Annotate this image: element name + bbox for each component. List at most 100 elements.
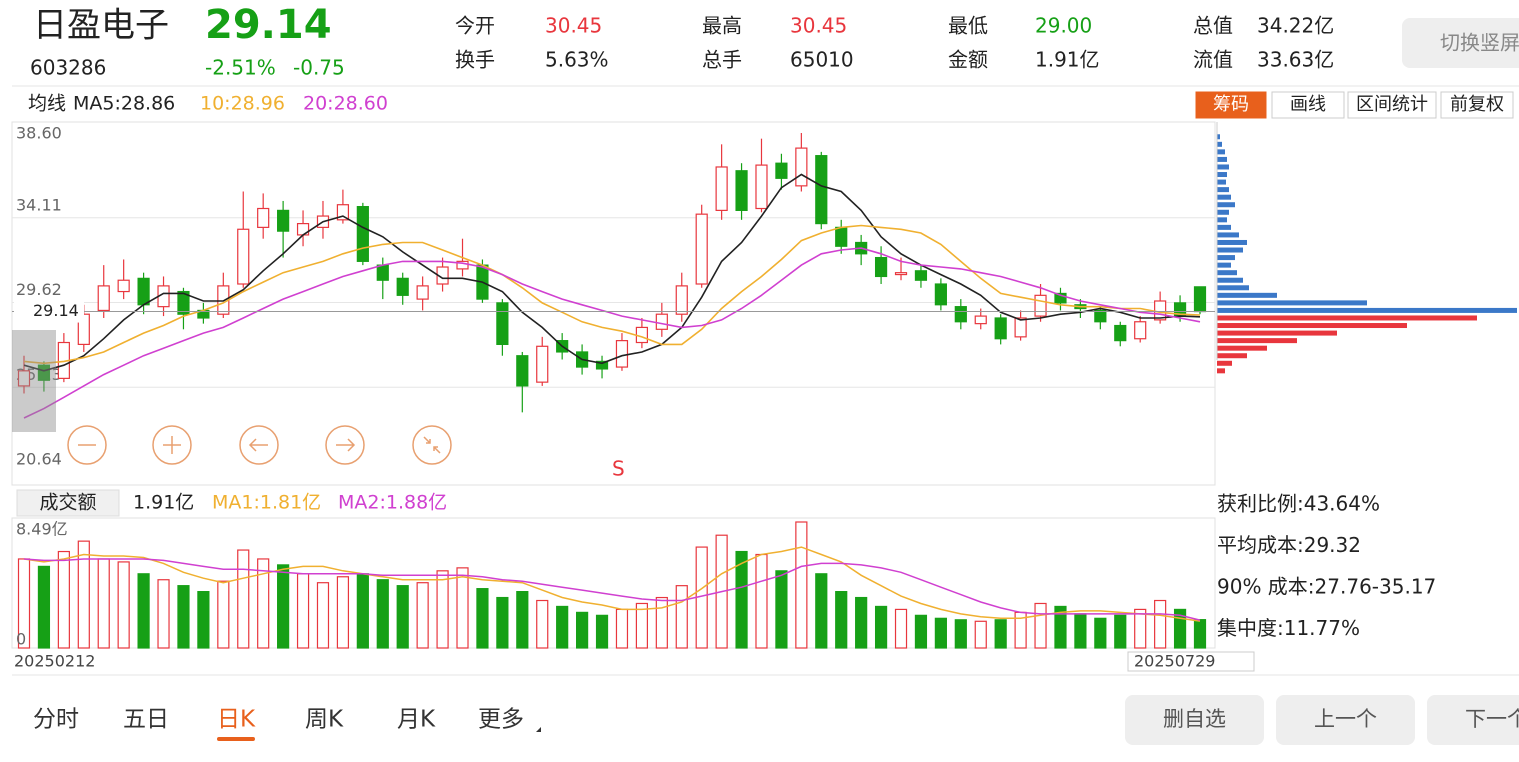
zoom-out[interactable] [67,425,107,465]
period-tab[interactable]: 日K [217,707,256,742]
tab-label: 分时 [33,707,79,733]
last-price-box [14,300,84,323]
toolbar-button[interactable]: 画线 [1271,91,1345,119]
candle-body [934,283,947,306]
chip-bar [1217,172,1227,178]
period-tab[interactable]: 月K [397,707,436,733]
y-tick-label: 8.49亿 [16,520,68,539]
action-button[interactable]: 删自选 [1125,695,1264,745]
y-tick-label: 34.11 [16,195,62,214]
chip-bar [1217,330,1337,336]
candle-body [874,256,888,278]
candle-body [17,370,31,387]
chip-bar [1217,141,1222,147]
chip-bar [1217,270,1237,276]
volume-bar [755,553,768,649]
tab-label: 月K [397,707,436,733]
change-percent: -2.51% [205,56,276,80]
candle-body [894,272,908,276]
volume-bar [137,573,150,649]
candle-body [257,207,270,228]
period-tab[interactable]: 周K [305,707,344,733]
toolbar-button[interactable]: 前复权 [1440,91,1514,119]
candle-body [37,364,51,381]
field-value: 5.63% [545,48,609,72]
period-tab[interactable]: 分时 [33,707,79,733]
volume-bar [77,540,90,649]
candle-body [595,360,609,370]
field-value: 29.00 [1035,14,1092,38]
volume-bar [1054,605,1067,649]
volume-bar [914,614,928,649]
y-tick-label: 0 [16,630,26,649]
volume-bar [556,605,569,649]
candle-body [1154,300,1167,321]
volume-bar [655,596,668,649]
candle-body [675,285,688,315]
volume-bar [17,558,31,649]
stock-price: 29.14 [205,2,332,48]
candle-body [117,279,130,293]
volume-bar [815,573,828,649]
stock-name: 日盈电子 [33,6,169,46]
button-label: 切换竖屏 [1440,31,1519,55]
candle-body [456,260,469,270]
volume-bar [894,608,908,649]
button-bg [1276,695,1415,745]
toolbar-button[interactable]: 区间统计 [1347,91,1437,119]
tab-label: 五日 [123,707,169,733]
button-label: 画线 [1290,94,1326,115]
volume-bar [1114,614,1127,649]
volume-frame [11,517,1216,649]
ma-line [23,224,1201,365]
candle-body [715,166,728,211]
field-label: 最高 [702,14,742,38]
switch-button[interactable]: 切换竖屏 [1402,18,1519,68]
period-tab[interactable]: 更多 [478,707,524,733]
collapse[interactable] [412,425,452,465]
y-tick-label: 20.64 [16,450,62,469]
action-button[interactable]: 上一个 [1276,695,1415,745]
volume-bar [516,591,529,649]
chip-bar [1217,187,1229,193]
period-tab[interactable]: 五日 [123,707,169,733]
tab-label: 更多 [478,707,524,733]
volume-bar [615,608,629,649]
volume-bar [855,596,868,649]
chip-bar [1217,217,1227,223]
candle-body [396,277,409,296]
field-value: 1.91亿 [1035,48,1100,72]
action-button[interactable]: 下一个 [1427,695,1519,745]
volume-bar [177,585,190,649]
move-right[interactable] [325,425,365,465]
legend-entry: MA2:1.88亿 [338,492,447,514]
volume-bar [775,570,788,649]
field-label: 换手 [455,48,495,72]
field-value: 33.63亿 [1257,48,1334,72]
candle-body [137,277,150,306]
toolbar-button[interactable]: 筹码 [1195,91,1267,119]
volume-bar [436,570,449,649]
last-price-label: 29.14 [33,301,79,320]
candle-body [655,313,668,330]
more-arrow [536,727,541,732]
tab-label: 日K [217,707,256,733]
volume-bar [934,617,947,649]
move-left[interactable] [239,425,279,465]
zoom-in[interactable] [152,425,192,465]
chip-stat: 获利比例:43.64% [1217,492,1380,516]
candle-body [735,170,748,211]
volume-bar [476,588,489,649]
chip-stat: 集中度:11.77% [1217,616,1360,640]
volume-bar [97,558,110,649]
candle-body [277,209,290,232]
chip-bar [1217,353,1247,359]
volume-bar [356,573,369,649]
button-label: 区间统计 [1356,94,1428,115]
button-bg [1271,91,1345,119]
field-value: 30.45 [790,14,847,38]
candle-body [615,340,629,368]
y-tick-label: 29.62 [16,280,62,299]
legend-entry: 10:28.96 [200,93,285,115]
legend-entry: MA5:28.86 [73,93,175,115]
